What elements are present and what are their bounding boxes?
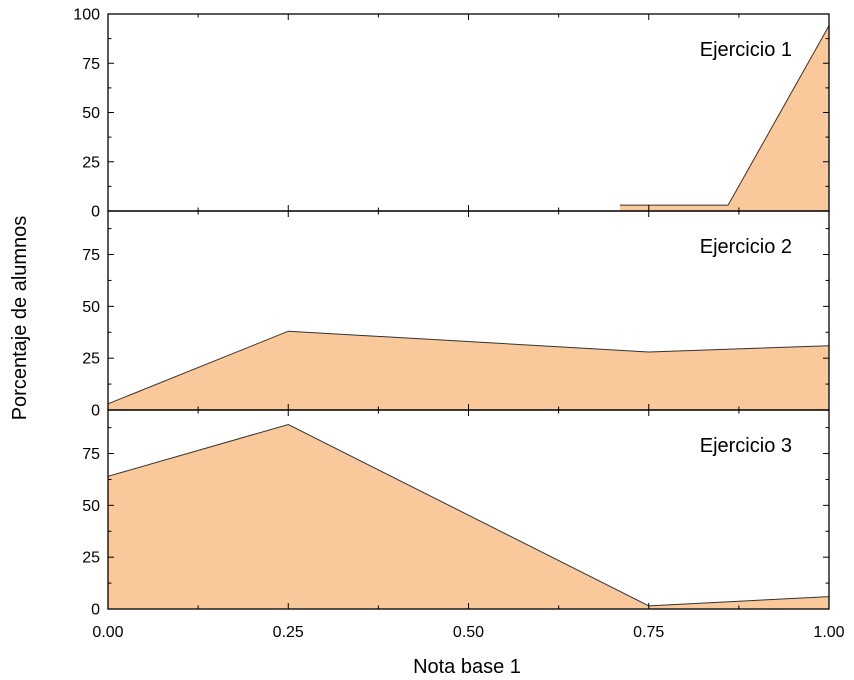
area-fill-ejercicio-1 [619, 25, 829, 211]
y-tick-label: 50 [82, 299, 100, 316]
y-tick-label: 50 [82, 498, 100, 515]
y-tick-label: 75 [82, 247, 100, 264]
x-tick-label: 0.50 [453, 624, 484, 641]
panel-title-ejercicio-2: Ejercicio 2 [700, 236, 792, 258]
y-tick-label: 0 [91, 602, 100, 619]
area-fill-ejercicio-3 [108, 424, 829, 609]
area-line-ejercicio-3 [107, 423, 830, 607]
y-tick-label: 25 [82, 154, 100, 171]
panel-title-ejercicio-3: Ejercicio 3 [700, 435, 792, 457]
x-tick-label: 1.00 [813, 624, 844, 641]
area-line-ejercicio-2 [107, 330, 830, 405]
y-tick-label: 25 [82, 351, 100, 368]
x-tick-label: 0.75 [633, 624, 664, 641]
y-tick-label: 0 [91, 403, 100, 420]
y-tick-label: 75 [82, 446, 100, 463]
y-tick-label: 100 [73, 7, 100, 24]
area-line-ejercicio-1 [619, 25, 830, 206]
y-tick-label: 75 [82, 56, 100, 73]
area-fill-ejercicio-2 [108, 331, 829, 410]
y-tick-label: 25 [82, 550, 100, 567]
x-tick-label: 0.25 [273, 624, 304, 641]
x-tick-label: 0.00 [92, 624, 123, 641]
y-axis-title: Porcentaje de alumnos [9, 216, 31, 421]
x-axis-title: Nota base 1 [413, 656, 521, 678]
y-tick-label: 0 [91, 204, 100, 221]
panel-frame-ejercicio-3 [107, 409, 830, 610]
panel-title-ejercicio-1: Ejercicio 1 [700, 39, 792, 61]
y-tick-label: 50 [82, 105, 100, 122]
